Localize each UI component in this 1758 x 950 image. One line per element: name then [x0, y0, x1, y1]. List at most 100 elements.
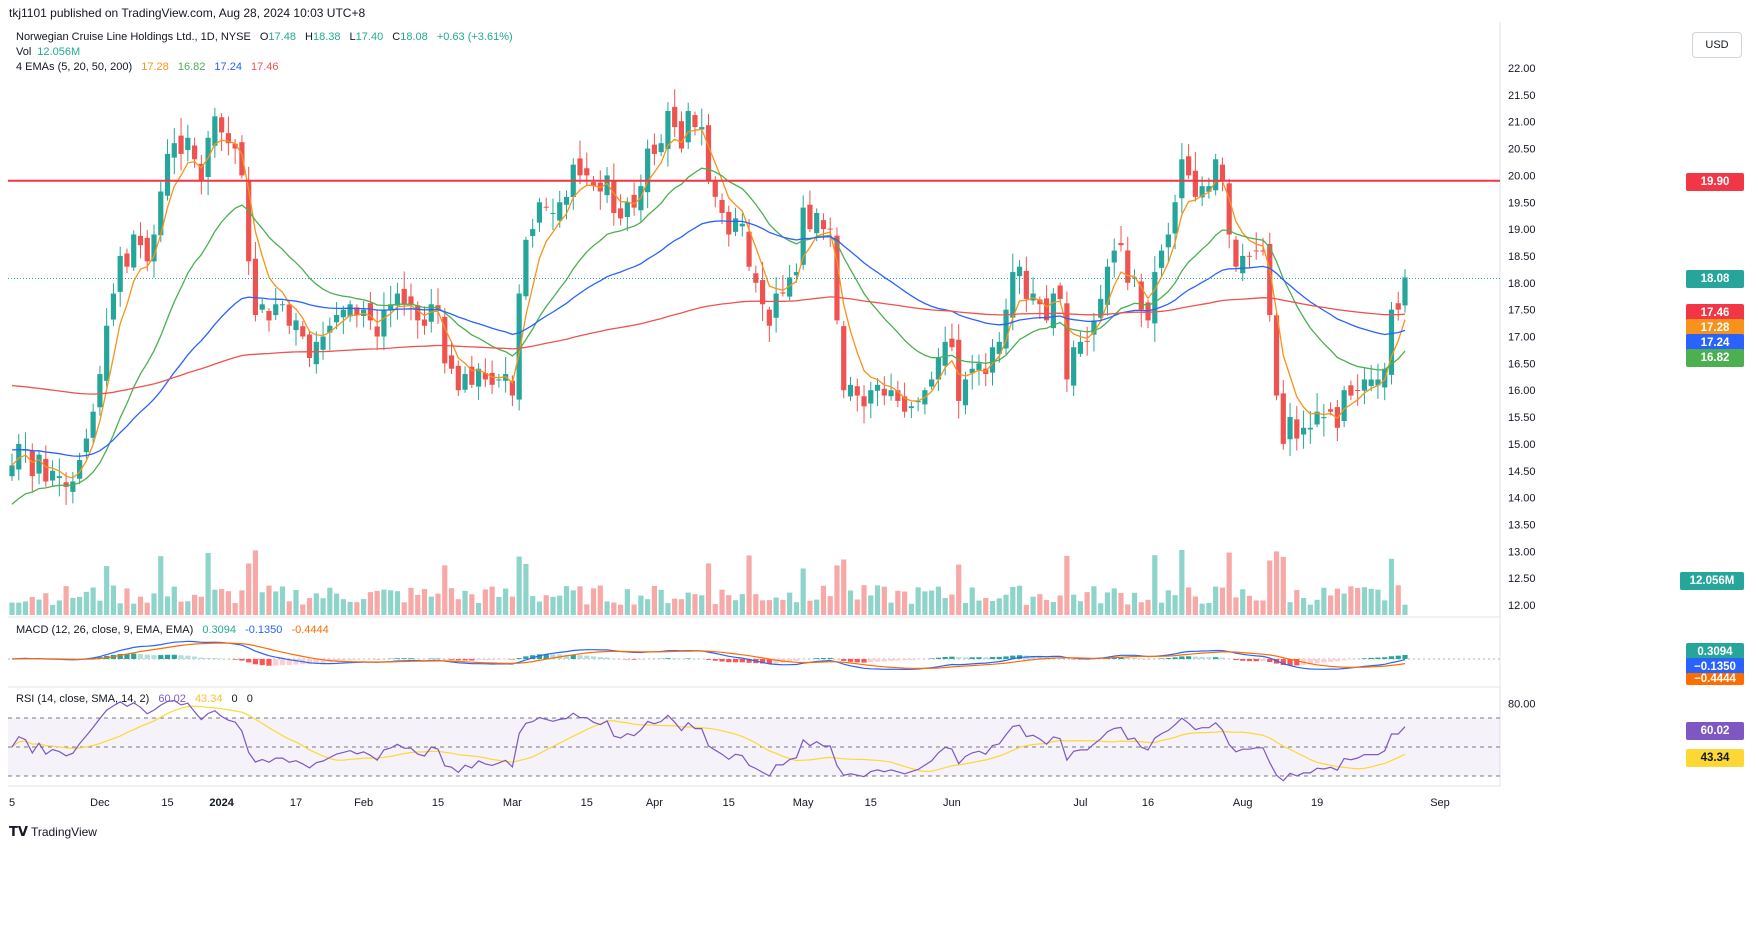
candle-body[interactable] — [759, 280, 766, 305]
candle-body[interactable] — [739, 223, 745, 227]
candle-body[interactable] — [178, 135, 184, 154]
candle-body[interactable] — [1003, 309, 1009, 349]
candle-body[interactable] — [246, 180, 252, 262]
candle-body[interactable] — [705, 125, 712, 181]
candle-body[interactable] — [807, 204, 813, 230]
ema20-line[interactable] — [11, 167, 1406, 505]
candle-body[interactable] — [104, 325, 110, 381]
candle-body[interactable] — [9, 465, 15, 477]
candle-body[interactable] — [1111, 250, 1117, 263]
candle-body[interactable] — [699, 127, 705, 130]
candle-body[interactable] — [847, 384, 854, 397]
candle-body[interactable] — [956, 339, 962, 401]
candle-body[interactable] — [293, 320, 299, 331]
candle-body[interactable] — [908, 406, 914, 409]
candle-body[interactable] — [1199, 186, 1205, 198]
candle-body[interactable] — [239, 142, 245, 176]
candle-body[interactable] — [1395, 303, 1401, 310]
candle-body[interactable] — [929, 379, 935, 387]
ema200-line[interactable] — [11, 296, 1406, 395]
candle-body[interactable] — [787, 277, 793, 297]
candle-body[interactable] — [1287, 417, 1293, 440]
candle-body[interactable] — [56, 476, 62, 478]
candle-body[interactable] — [171, 143, 177, 158]
candle-body[interactable] — [1165, 234, 1171, 248]
candle-body[interactable] — [1213, 159, 1219, 191]
candle-body[interactable] — [442, 316, 448, 364]
candle-body[interactable] — [530, 229, 536, 236]
candle-body[interactable] — [191, 145, 198, 160]
candle-body[interactable] — [1057, 285, 1063, 299]
candle-body[interactable] — [712, 181, 718, 197]
candle-body[interactable] — [1226, 183, 1232, 235]
candle-body[interactable] — [306, 334, 313, 358]
candle-body[interactable] — [232, 143, 238, 149]
symbol-title[interactable]: Norwegian Cruise Line Holdings Ltd., 1D,… — [16, 31, 251, 43]
signal-line[interactable] — [11, 642, 1406, 670]
candle-body[interactable] — [1219, 164, 1226, 181]
candle-body[interactable] — [523, 239, 529, 297]
candle-body[interactable] — [509, 380, 515, 396]
candle-body[interactable] — [651, 144, 658, 154]
candle-body[interactable] — [90, 411, 96, 438]
candle-body[interactable] — [1179, 159, 1185, 199]
candle-body[interactable] — [117, 255, 123, 292]
candle-body[interactable] — [158, 191, 164, 236]
candle-body[interactable] — [881, 388, 887, 396]
candle-body[interactable] — [969, 368, 975, 373]
candle-body[interactable] — [604, 175, 610, 196]
candle-body[interactable] — [611, 180, 617, 213]
candle-body[interactable] — [631, 194, 637, 208]
candle-body[interactable] — [577, 158, 583, 176]
macd-line[interactable] — [11, 640, 1406, 671]
candle-body[interactable] — [1355, 390, 1361, 392]
candle-body[interactable] — [327, 325, 333, 333]
ema-label[interactable]: 4 EMAs (5, 20, 50, 200) — [16, 61, 133, 73]
candle-body[interactable] — [861, 396, 867, 407]
candle-body[interactable] — [1152, 272, 1158, 324]
candle-body[interactable] — [949, 338, 955, 348]
candle-body[interactable] — [1037, 299, 1043, 305]
candle-body[interactable] — [448, 355, 455, 369]
candle-body[interactable] — [49, 470, 56, 481]
candle-body[interactable] — [557, 202, 563, 221]
candle-body[interactable] — [1361, 379, 1368, 391]
candle-body[interactable] — [144, 237, 150, 262]
candle-body[interactable] — [279, 304, 286, 306]
candle-body[interactable] — [516, 293, 522, 400]
candle-body[interactable] — [340, 309, 346, 318]
candle-body[interactable] — [780, 292, 786, 294]
candle-body[interactable] — [259, 304, 265, 310]
candle-body[interactable] — [124, 253, 130, 267]
candle-body[interactable] — [489, 372, 495, 385]
ema5-line[interactable] — [11, 128, 1406, 479]
tradingview-footer[interactable]: 𝗧𝗩 TradingView — [9, 824, 97, 840]
candle-body[interactable] — [1071, 347, 1077, 386]
candle-body[interactable] — [367, 303, 373, 321]
candle-body[interactable] — [428, 304, 434, 322]
candle-body[interactable] — [1125, 250, 1131, 283]
candle-body[interactable] — [692, 115, 698, 128]
candle-body[interactable] — [1307, 427, 1313, 430]
candle-body[interactable] — [1077, 341, 1084, 354]
candle-body[interactable] — [658, 143, 664, 153]
candle-body[interactable] — [550, 212, 556, 214]
candle-body[interactable] — [726, 211, 732, 235]
candle-body[interactable] — [469, 366, 475, 385]
candle-body[interactable] — [1138, 281, 1144, 310]
candle-body[interactable] — [462, 374, 468, 390]
candle-body[interactable] — [962, 379, 969, 406]
candle-body[interactable] — [1260, 250, 1266, 252]
candle-body[interactable] — [732, 218, 739, 232]
candle-body[interactable] — [915, 400, 921, 403]
candle-body[interactable] — [225, 133, 231, 144]
candle-body[interactable] — [976, 363, 982, 371]
candle-body[interactable] — [942, 341, 948, 366]
candle-body[interactable] — [1328, 409, 1334, 412]
candle-body[interactable] — [719, 199, 725, 213]
candle-body[interactable] — [563, 196, 570, 205]
candle-body[interactable] — [286, 304, 292, 326]
candle-body[interactable] — [536, 202, 543, 223]
candle-body[interactable] — [617, 208, 624, 219]
